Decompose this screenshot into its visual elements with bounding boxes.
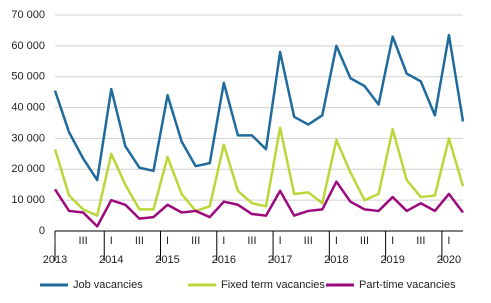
series-line: [53, 33, 465, 182]
x-tick-label: III: [360, 235, 369, 247]
x-tick-label: III: [416, 235, 425, 247]
year-label: 2017: [268, 254, 292, 266]
legend-label: Job vacancies: [73, 279, 143, 291]
y-tick-label: 60 000: [11, 40, 45, 52]
year-label: 2014: [99, 254, 123, 266]
x-tick-label: I: [391, 235, 394, 247]
x-tick-label: I: [166, 235, 169, 247]
year-label: 2013: [43, 254, 67, 266]
x-tick-label: I: [110, 235, 113, 247]
x-tick-label: III: [247, 235, 256, 247]
series-line: [53, 126, 465, 217]
legend-label: Part-time vacancies: [359, 279, 456, 291]
year-label: 2020: [437, 254, 461, 266]
y-tick-label: 10 000: [11, 194, 45, 206]
x-tick-label: I: [447, 235, 450, 247]
year-label: 2018: [324, 254, 348, 266]
x-tick-label: I: [335, 235, 338, 247]
x-tick-label: III: [135, 235, 144, 247]
year-label: 2016: [212, 254, 236, 266]
y-tick-label: 50 000: [11, 71, 45, 83]
x-tick-label: I: [279, 235, 282, 247]
x-tick-label: I: [222, 235, 225, 247]
legend-label: Fixed term vacancies: [221, 279, 325, 291]
x-tick-label: III: [191, 235, 200, 247]
y-tick-label: 30 000: [11, 132, 45, 144]
x-tick-label: III: [79, 235, 88, 247]
x-tick-label: III: [304, 235, 313, 247]
series-line: [53, 180, 464, 228]
year-label: 2019: [380, 254, 404, 266]
y-tick-label: 70 000: [11, 9, 45, 21]
y-tick-label: 40 000: [11, 101, 45, 113]
year-label: 2015: [155, 254, 179, 266]
x-tick-label: I: [53, 235, 56, 247]
y-tick-label: 0: [39, 225, 45, 237]
y-tick-label: 20 000: [11, 163, 45, 175]
